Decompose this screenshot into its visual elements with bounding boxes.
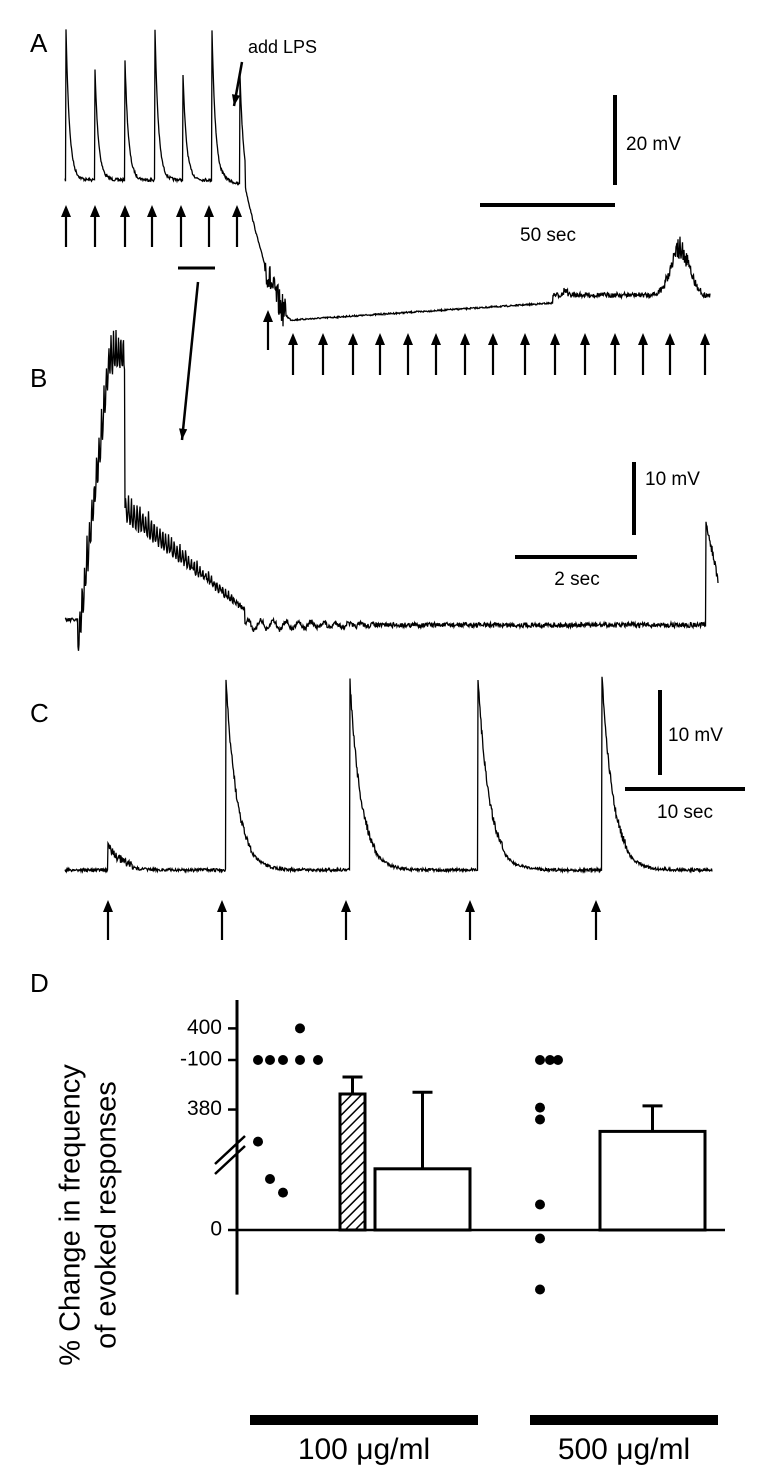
scale-label: 2 sec [554, 569, 599, 590]
data-point [553, 1055, 563, 1065]
scale-label: 10 sec [657, 802, 713, 823]
data-point [535, 1284, 545, 1295]
group-label: 500 μg/ml [558, 1433, 690, 1466]
stimulus-arrow-head [700, 333, 710, 345]
y-tick-label: 400 [187, 1016, 222, 1039]
y-tick-label: -100 [180, 1048, 222, 1071]
data-point [253, 1055, 263, 1065]
stimulus-arrow-head [591, 900, 601, 912]
data-point [535, 1055, 545, 1065]
stimulus-arrow-head [580, 333, 590, 345]
stimulus-arrow-head [341, 900, 351, 912]
stimulus-arrow-head [488, 333, 498, 345]
scale-label: 10 mV [668, 725, 723, 746]
bar [373, 1167, 472, 1232]
stimulus-arrow-head [263, 310, 273, 322]
voltage-trace [64, 676, 713, 874]
data-point [265, 1055, 275, 1065]
data-point [535, 1199, 545, 1210]
scale-label: 20 mV [626, 134, 681, 155]
stimulus-arrow-head [61, 205, 71, 217]
stimulus-arrow-head [232, 205, 242, 217]
pointer-arrow-head [179, 428, 188, 440]
pointer-arrow-head [231, 94, 241, 106]
stimulus-arrow-head [318, 333, 328, 345]
stimulus-arrow-head [147, 205, 157, 217]
stimulus-arrow-head [90, 205, 100, 217]
data-point [278, 1055, 288, 1065]
annotation: add LPS [248, 37, 317, 57]
panel-label: B [30, 363, 47, 393]
stimulus-arrow-head [431, 333, 441, 345]
data-point [535, 1102, 545, 1113]
y-tick-label: 380 [187, 1097, 222, 1120]
stimulus-arrow-head [375, 333, 385, 345]
data-point [295, 1055, 305, 1065]
data-point [295, 1023, 305, 1034]
stimulus-arrow-head [103, 900, 113, 912]
stimulus-arrow-head [176, 205, 186, 217]
voltage-trace [64, 329, 719, 651]
panel-label: D [30, 968, 49, 998]
scale-label: 50 sec [520, 225, 576, 246]
voltage-trace [64, 29, 711, 327]
data-point [253, 1136, 263, 1147]
stimulus-arrow-head [638, 333, 648, 345]
axis-break [214, 1135, 246, 1175]
panel-label: A [30, 28, 48, 58]
y-tick-label: 0 [210, 1218, 222, 1241]
stimulus-arrow-head [550, 333, 560, 345]
stimulus-arrow-head [204, 205, 214, 217]
stimulus-arrow-head [465, 900, 475, 912]
stimulus-arrow-head [665, 333, 675, 345]
group-label: 100 μg/ml [298, 1433, 430, 1466]
stimulus-arrow-head [460, 333, 470, 345]
scale-label: 10 mV [645, 469, 700, 490]
stimulus-arrow-head [120, 205, 130, 217]
stimulus-arrow-head [610, 333, 620, 345]
data-point [265, 1174, 275, 1184]
data-point [278, 1187, 288, 1198]
stimulus-arrow-head [520, 333, 530, 345]
stimulus-arrow-head [348, 333, 358, 345]
y-axis-title: of evoked responses [91, 1081, 123, 1349]
y-axis-title: % Change in frequency [55, 1064, 87, 1366]
pointer-arrow [180, 281, 200, 441]
bar [598, 1129, 707, 1232]
data-point [535, 1233, 545, 1244]
data-point [545, 1055, 555, 1065]
bar [338, 1092, 367, 1232]
data-point [313, 1055, 323, 1065]
stimulus-arrow-head [403, 333, 413, 345]
data-point [535, 1114, 545, 1125]
stimulus-arrow-head [217, 900, 227, 912]
panel-label: C [30, 698, 49, 728]
stimulus-arrow-head [288, 333, 298, 345]
